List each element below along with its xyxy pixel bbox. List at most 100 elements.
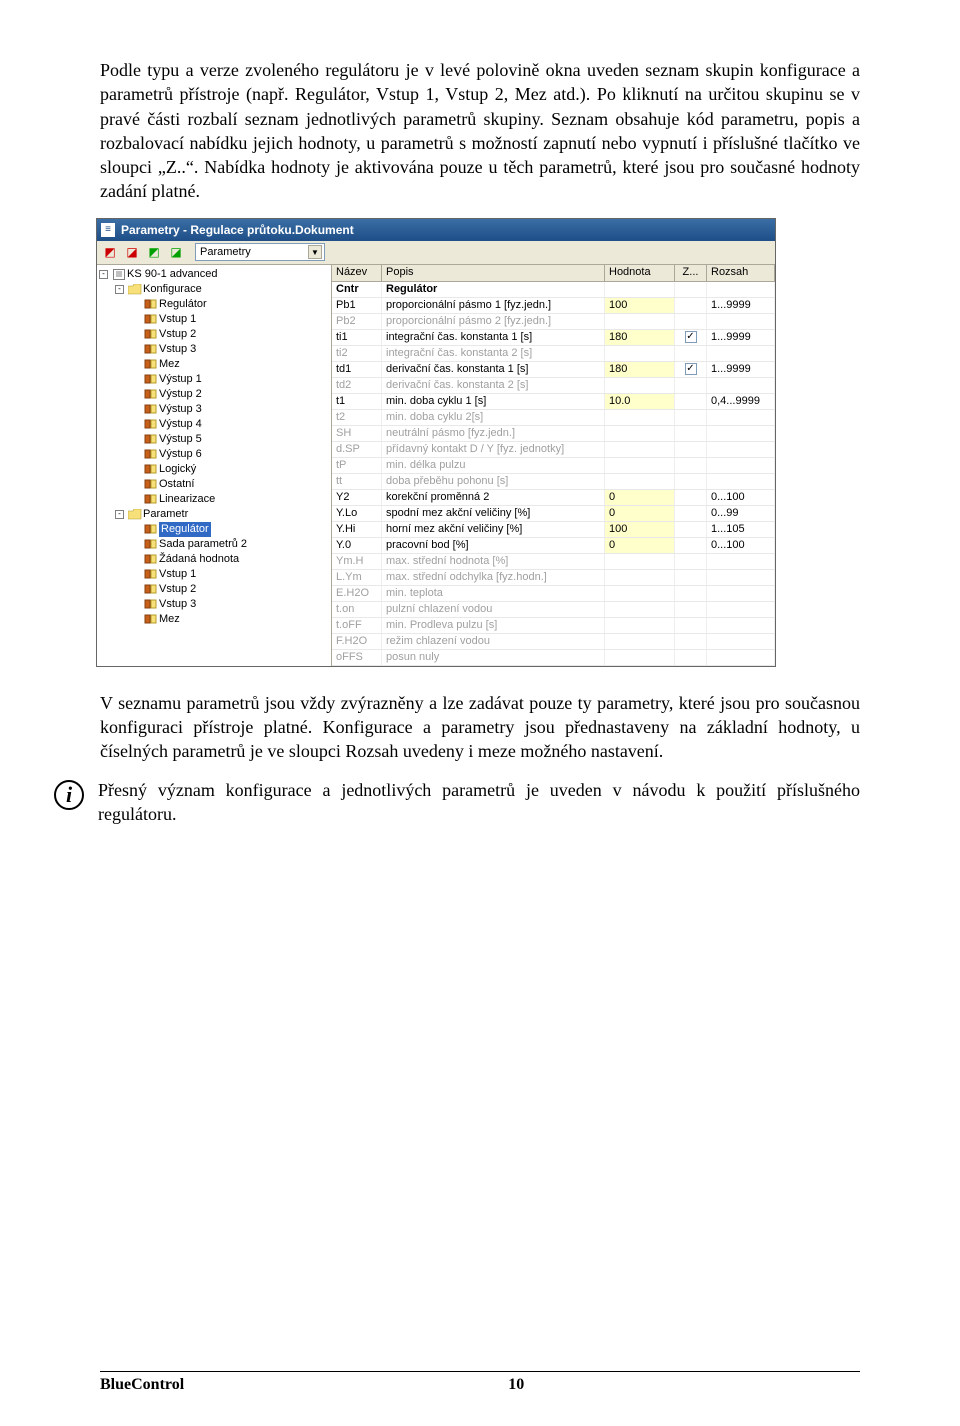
parameter-icon xyxy=(143,524,159,535)
cell-desc: pracovní bod [%] xyxy=(382,538,605,553)
tree-item-label: Parametr xyxy=(143,507,188,522)
grid-row[interactable]: Y.Hihorní mez akční veličiny [%]1...105 xyxy=(332,522,775,538)
tree-item-label: Výstup 2 xyxy=(159,387,202,402)
cell-range xyxy=(707,378,775,393)
body-paragraph-1: Podle typu a verze zvoleného regulátoru … xyxy=(100,58,860,204)
tree-item[interactable]: Výstup 4 xyxy=(99,417,329,432)
tree-item[interactable]: - Parametr xyxy=(99,507,329,522)
cell-range xyxy=(707,314,775,329)
col-z: Z... xyxy=(675,265,707,281)
tree-item[interactable]: -Konfigurace xyxy=(99,282,329,297)
grid-section-header: Cntr Regulátor xyxy=(332,282,775,298)
tree-item-label: Výstup 5 xyxy=(159,432,202,447)
tree-item-label: Vstup 2 xyxy=(159,582,196,597)
value-input[interactable] xyxy=(609,299,670,311)
collapse-icon[interactable]: - xyxy=(115,510,124,519)
cell-desc: min. Prodleva pulzu [s] xyxy=(382,618,605,633)
toolbar-btn-1[interactable]: ◩ xyxy=(101,243,119,261)
grid-row[interactable]: Pb1proporcionální pásmo 1 [fyz.jedn.]1..… xyxy=(332,298,775,314)
toolbar-combo[interactable]: Parametry ▼ xyxy=(195,243,325,261)
cell-z[interactable]: ✓ xyxy=(675,330,707,345)
collapse-icon[interactable]: - xyxy=(115,285,124,294)
tree-item[interactable]: Ostatní xyxy=(99,477,329,492)
checkbox-icon[interactable]: ✓ xyxy=(685,331,697,343)
tree-item[interactable]: Vstup 3 xyxy=(99,597,329,612)
tree-item[interactable]: Výstup 2 xyxy=(99,387,329,402)
value-input[interactable] xyxy=(609,507,670,519)
parameter-icon xyxy=(143,554,159,565)
toolbar-btn-4[interactable]: ◪ xyxy=(167,243,185,261)
tree-item[interactable]: Linearizace xyxy=(99,492,329,507)
cell-value[interactable] xyxy=(605,298,675,313)
grid-row[interactable]: Y.Lospodní mez akční veličiny [%]0...99 xyxy=(332,506,775,522)
tree-item[interactable]: Vstup 2 xyxy=(99,327,329,342)
tree-item-label: Výstup 1 xyxy=(159,372,202,387)
tree-item[interactable]: Žádaná hodnota xyxy=(99,552,329,567)
tree-item[interactable]: Vstup 1 xyxy=(99,567,329,582)
tree-item[interactable]: Vstup 3 xyxy=(99,342,329,357)
cell-value[interactable] xyxy=(605,538,675,553)
grid-row: L.Ymmax. střední odchylka [fyz.hodn.] xyxy=(332,570,775,586)
collapse-icon[interactable]: - xyxy=(99,270,108,279)
grid-row[interactable]: ti1integrační čas. konstanta 1 [s]✓1...9… xyxy=(332,330,775,346)
cell-value[interactable] xyxy=(605,362,675,377)
grid-row[interactable]: Y2korekční proměnná 20...100 xyxy=(332,490,775,506)
cell-value[interactable] xyxy=(605,506,675,521)
list-icon: ≡ xyxy=(101,223,115,237)
grid-row: Pb2proporcionální pásmo 2 [fyz.jedn.] xyxy=(332,314,775,330)
tree-item[interactable]: Výstup 6 xyxy=(99,447,329,462)
cell-z[interactable]: ✓ xyxy=(675,362,707,377)
tree-item[interactable]: Logický xyxy=(99,462,329,477)
tree-item[interactable]: Mez xyxy=(99,357,329,372)
parameter-icon xyxy=(143,614,159,625)
cell-value[interactable] xyxy=(605,330,675,345)
tree-item[interactable]: Výstup 1 xyxy=(99,372,329,387)
toolbar-btn-3[interactable]: ◩ xyxy=(145,243,163,261)
parameter-icon xyxy=(143,539,159,550)
cell-name: Y2 xyxy=(332,490,382,505)
tree-item[interactable]: -KS 90-1 advanced xyxy=(99,267,329,282)
value-input[interactable] xyxy=(609,491,670,503)
tree-item[interactable]: Vstup 2 xyxy=(99,582,329,597)
cell-name: Y.Lo xyxy=(332,506,382,521)
tree-item[interactable]: Regulátor xyxy=(99,522,329,537)
tree-item-label: Vstup 1 xyxy=(159,312,196,327)
parameter-icon xyxy=(143,599,159,610)
checkbox-icon[interactable]: ✓ xyxy=(685,363,697,375)
info-icon: i xyxy=(54,780,84,810)
value-input[interactable] xyxy=(609,363,670,375)
cell-value xyxy=(605,474,675,489)
value-input[interactable] xyxy=(609,331,670,343)
cell-name: Y.0 xyxy=(332,538,382,553)
cell-desc: posun nuly xyxy=(382,650,605,665)
tree-item[interactable]: Mez xyxy=(99,612,329,627)
value-input[interactable] xyxy=(609,523,670,535)
toolbar-btn-2[interactable]: ◪ xyxy=(123,243,141,261)
cell-value[interactable] xyxy=(605,394,675,409)
cell-z xyxy=(675,458,707,473)
cell-desc: spodní mez akční veličiny [%] xyxy=(382,506,605,521)
parameter-icon xyxy=(143,464,159,475)
cell-z xyxy=(675,650,707,665)
cell-desc: integrační čas. konstanta 2 [s] xyxy=(382,346,605,361)
tree-pane[interactable]: -KS 90-1 advanced-KonfiguraceRegulátorVs… xyxy=(97,265,332,666)
tree-item[interactable]: Vstup 1 xyxy=(99,312,329,327)
cell-value[interactable] xyxy=(605,490,675,505)
tree-item[interactable]: Sada parametrů 2 xyxy=(99,537,329,552)
value-input[interactable] xyxy=(609,539,670,551)
grid-row: t.oFFmin. Prodleva pulzu [s] xyxy=(332,618,775,634)
grid-row[interactable]: t1min. doba cyklu 1 [s]0,4...9999 xyxy=(332,394,775,410)
tree-item[interactable]: Regulátor xyxy=(99,297,329,312)
col-desc: Popis xyxy=(382,265,605,281)
tree-item[interactable]: Výstup 5 xyxy=(99,432,329,447)
grid-row[interactable]: td1derivační čas. konstanta 1 [s]✓1...99… xyxy=(332,362,775,378)
tree-item-label: Vstup 3 xyxy=(159,597,196,612)
grid-row[interactable]: Y.0pracovní bod [%]0...100 xyxy=(332,538,775,554)
toolbar-combo-label: Parametry xyxy=(200,246,251,258)
cell-range xyxy=(707,346,775,361)
cell-z xyxy=(675,442,707,457)
tree-item[interactable]: Výstup 3 xyxy=(99,402,329,417)
cell-range xyxy=(707,474,775,489)
value-input[interactable] xyxy=(609,395,670,407)
cell-value[interactable] xyxy=(605,522,675,537)
